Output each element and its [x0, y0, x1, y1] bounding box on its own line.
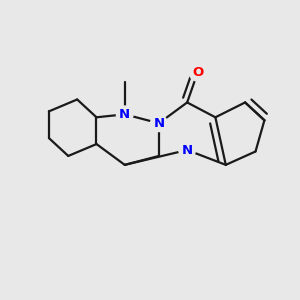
- Text: N: N: [153, 117, 164, 130]
- Circle shape: [179, 142, 196, 158]
- Circle shape: [189, 64, 206, 81]
- Text: N: N: [182, 143, 193, 157]
- Circle shape: [116, 106, 133, 123]
- Circle shape: [151, 115, 167, 132]
- Text: N: N: [119, 108, 130, 121]
- Text: O: O: [192, 66, 203, 79]
